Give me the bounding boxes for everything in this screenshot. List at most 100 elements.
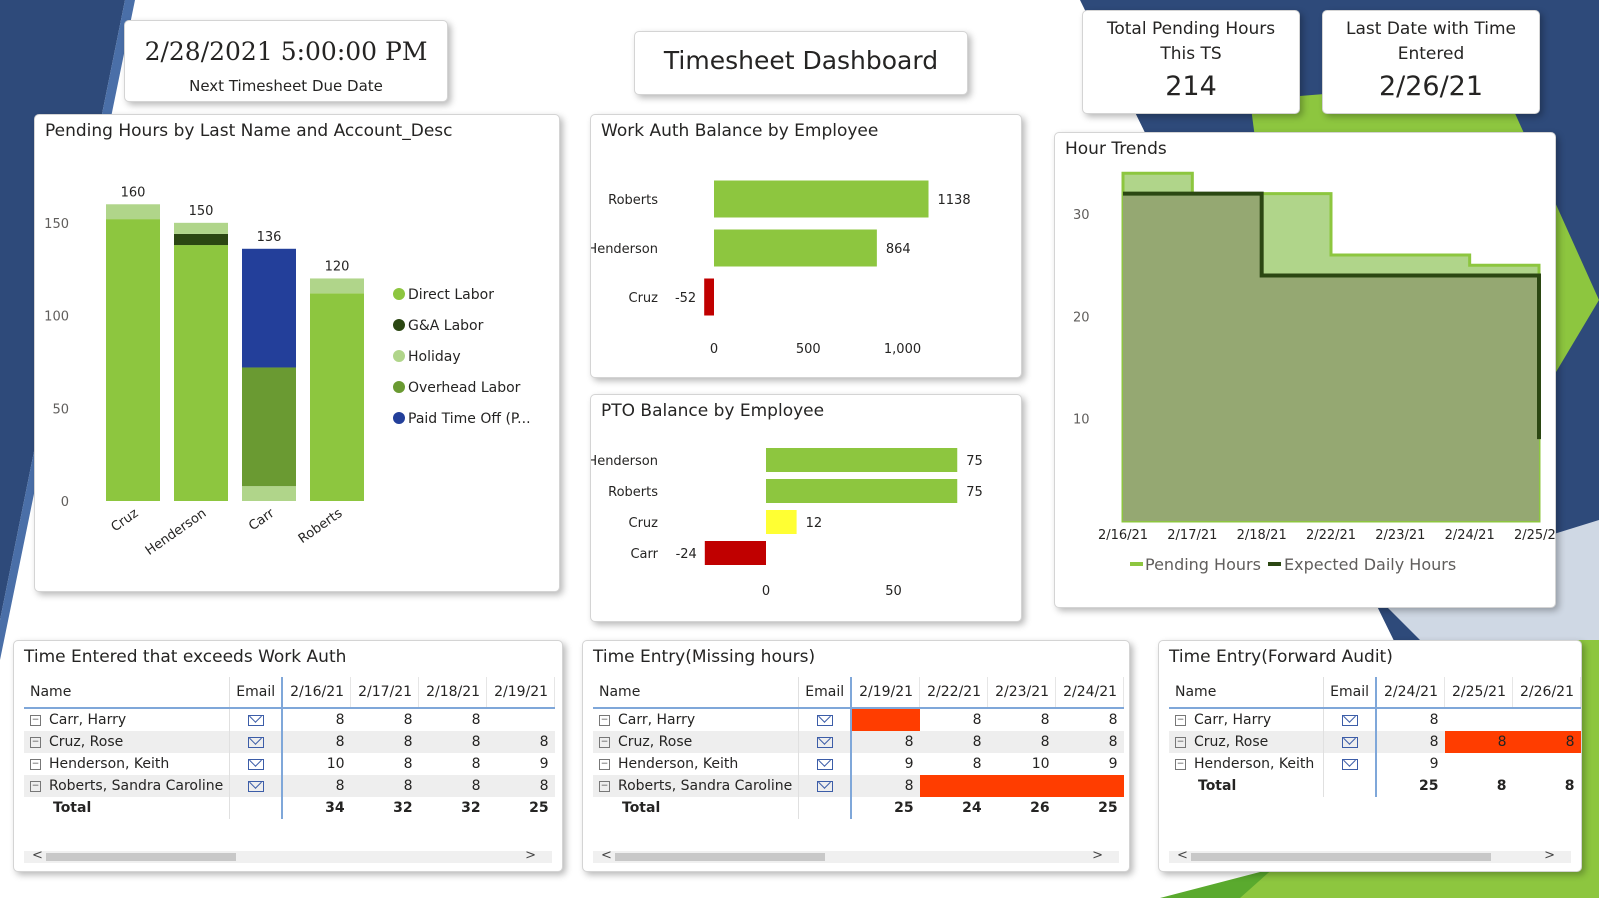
scroll-right-icon[interactable]: >: [1544, 848, 1555, 863]
work-auth-chart-card[interactable]: Work Auth Balance by Employee Roberts 113…: [590, 114, 1022, 378]
scroll-left-icon[interactable]: <: [601, 848, 612, 863]
scroll-right-icon[interactable]: >: [1092, 848, 1103, 863]
pending-hours-chart[interactable]: 0 50 100 150 160 Cruz 150 Henderson 136 Carr 120 Ro…: [35, 115, 560, 592]
scroll-left-icon[interactable]: <: [1177, 848, 1188, 863]
mail-icon[interactable]: [247, 780, 264, 792]
date-column-header[interactable]: 2/24/21: [1376, 677, 1445, 709]
email-cell[interactable]: [229, 708, 284, 731]
email-cell[interactable]: [798, 708, 853, 731]
date-column-header[interactable]: 2/23/21: [987, 677, 1057, 709]
mail-icon[interactable]: [247, 736, 264, 748]
email-cell[interactable]: [229, 775, 284, 797]
date-column-header[interactable]: 2/25/21: [1444, 677, 1513, 709]
employee-name-cell[interactable]: − Henderson, Keith: [593, 753, 800, 775]
email-cell[interactable]: [229, 731, 284, 753]
table-row[interactable]: − Carr, Harry 8 8 8: [24, 708, 555, 731]
table-row[interactable]: − Cruz, Rose 8 8 8 8: [24, 731, 555, 753]
employee-name-cell[interactable]: − Carr, Harry: [593, 708, 800, 731]
email-column-header[interactable]: Email: [1323, 677, 1378, 709]
forward-audit-table-card[interactable]: Time Entry(Forward Audit) Name Email 2/24/…: [1158, 640, 1582, 872]
collapse-icon[interactable]: −: [30, 758, 41, 770]
collapse-icon[interactable]: −: [599, 758, 610, 770]
table-row[interactable]: − Roberts, Sandra Caroline 8 8 8 8: [24, 775, 555, 797]
collapse-icon[interactable]: −: [30, 736, 41, 748]
mail-icon[interactable]: [1341, 714, 1358, 726]
forward-audit-table[interactable]: Name Email 2/24/21 2/25/21 2/26/21− Carr, Har…: [1169, 677, 1581, 797]
name-column-header[interactable]: Name: [593, 677, 800, 709]
work-auth-exceeded-table-card[interactable]: Time Entered that exceeds Work Auth Name…: [13, 640, 563, 872]
employee-name-cell[interactable]: − Roberts, Sandra Caroline: [593, 775, 800, 797]
table-row[interactable]: − Roberts, Sandra Caroline 8: [593, 775, 1124, 797]
scroll-right-icon[interactable]: >: [525, 848, 536, 863]
date-column-header[interactable]: 2/26/21: [1512, 677, 1581, 709]
name-column-header[interactable]: Name: [1169, 677, 1325, 709]
date-column-header[interactable]: 2/24/21: [1055, 677, 1125, 709]
work-auth-chart[interactable]: Roberts 1138 Henderson 864 Cruz -52 0 500 1,000: [591, 115, 1022, 378]
employee-name-cell[interactable]: − Cruz, Rose: [24, 731, 231, 753]
collapse-icon[interactable]: −: [30, 780, 41, 792]
collapse-icon[interactable]: −: [599, 736, 610, 748]
date-column-header[interactable]: 2/16/21: [282, 677, 352, 709]
scroll-thumb[interactable]: [46, 853, 236, 861]
employee-name-cell[interactable]: − Roberts, Sandra Caroline: [24, 775, 231, 797]
collapse-icon[interactable]: −: [1175, 758, 1186, 770]
hour-trends-chart[interactable]: 10 20 30 2/16/21 2/17/21 2/18/21 2/22/21 2/23/2…: [1055, 133, 1556, 608]
work-auth-exceeded-table[interactable]: Name Email 2/16/21 2/17/21 2/18/21 2/19/21− Ca…: [24, 677, 556, 819]
table-row[interactable]: − Cruz, Rose 8 8 8 8: [593, 731, 1124, 753]
mail-icon[interactable]: [247, 758, 264, 770]
email-cell[interactable]: [798, 731, 853, 753]
employee-name-cell[interactable]: − Cruz, Rose: [1169, 731, 1325, 753]
collapse-icon[interactable]: −: [30, 714, 41, 726]
scroll-thumb[interactable]: [1191, 853, 1491, 861]
mail-icon[interactable]: [1341, 736, 1358, 748]
email-cell[interactable]: [1323, 708, 1378, 731]
date-column-header[interactable]: 2/19/21: [486, 677, 556, 709]
mail-icon[interactable]: [816, 736, 833, 748]
email-cell[interactable]: [798, 775, 853, 797]
email-column-header[interactable]: Email: [798, 677, 853, 709]
table-row[interactable]: − Henderson, Keith 10 8 8 9: [24, 753, 555, 775]
pto-chart-card[interactable]: PTO Balance by Employee Henderson 75 Rober…: [590, 394, 1022, 622]
table-row[interactable]: − Carr, Harry 8 8 8: [593, 708, 1124, 731]
legend-label: Expected Daily Hours: [1284, 555, 1456, 574]
email-cell[interactable]: [798, 753, 853, 775]
date-column-header[interactable]: 2/17/21: [350, 677, 420, 709]
email-cell[interactable]: [1323, 731, 1378, 753]
table-row[interactable]: − Henderson, Keith 9: [1169, 753, 1581, 775]
email-cell[interactable]: [1323, 753, 1378, 775]
table-row[interactable]: − Cruz, Rose 8 8 8: [1169, 731, 1581, 753]
collapse-icon[interactable]: −: [599, 714, 610, 726]
pending-hours-chart-card[interactable]: Pending Hours by Last Name and Account_D…: [34, 114, 560, 592]
hour-trends-card[interactable]: Hour Trends 10 20 30 2/16/21 2/17/21 2/18/21 2…: [1054, 132, 1556, 608]
employee-name-cell[interactable]: − Cruz, Rose: [593, 731, 800, 753]
employee-name-cell[interactable]: − Carr, Harry: [24, 708, 231, 731]
mail-icon[interactable]: [1341, 758, 1358, 770]
missing-hours-table[interactable]: Name Email 2/19/21 2/22/21 2/23/21 2/24/21− Ca…: [593, 677, 1125, 819]
mail-icon[interactable]: [816, 758, 833, 770]
dashboard-title-card: Timesheet Dashboard: [634, 31, 968, 95]
table1-scrollbar[interactable]: < >: [24, 848, 552, 863]
employee-name-cell[interactable]: − Henderson, Keith: [1169, 753, 1325, 775]
mail-icon[interactable]: [816, 780, 833, 792]
mail-icon[interactable]: [247, 714, 264, 726]
collapse-icon[interactable]: −: [599, 780, 610, 792]
scroll-thumb[interactable]: [615, 853, 825, 861]
email-column-header[interactable]: Email: [229, 677, 284, 709]
email-cell[interactable]: [229, 753, 284, 775]
table-row[interactable]: − Henderson, Keith 9 8 10 9: [593, 753, 1124, 775]
date-column-header[interactable]: 2/18/21: [418, 677, 488, 709]
mail-icon[interactable]: [816, 714, 833, 726]
collapse-icon[interactable]: −: [1175, 714, 1186, 726]
table2-scrollbar[interactable]: < >: [593, 848, 1119, 863]
collapse-icon[interactable]: −: [1175, 736, 1186, 748]
date-column-header[interactable]: 2/19/21: [851, 677, 921, 709]
table3-scrollbar[interactable]: < >: [1169, 848, 1571, 863]
date-column-header[interactable]: 2/22/21: [919, 677, 989, 709]
name-column-header[interactable]: Name: [24, 677, 231, 709]
scroll-left-icon[interactable]: <: [32, 848, 43, 863]
employee-name-cell[interactable]: − Carr, Harry: [1169, 708, 1325, 731]
missing-hours-table-card[interactable]: Time Entry(Missing hours) Name Email 2/19/…: [582, 640, 1130, 872]
table-row[interactable]: − Carr, Harry 8: [1169, 708, 1581, 731]
pto-chart[interactable]: Henderson 75 Roberts 75 Cruz 12 Carr -24 0 50: [591, 395, 1022, 622]
employee-name-cell[interactable]: − Henderson, Keith: [24, 753, 231, 775]
